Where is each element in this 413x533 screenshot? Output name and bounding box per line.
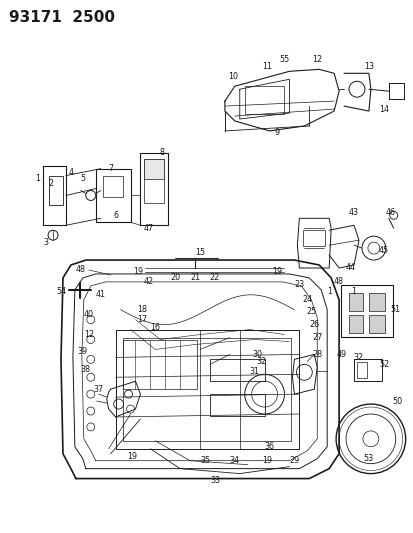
Text: 19: 19 [262,456,272,465]
Text: 34: 34 [229,456,239,465]
Bar [144,159,164,179]
Text: 47: 47 [143,224,153,233]
Text: 46: 46 [385,208,395,217]
Text: 23: 23 [294,280,304,289]
Text: 15: 15 [195,248,204,256]
Text: 22: 22 [209,273,220,282]
Bar [356,362,366,378]
Text: 10: 10 [227,72,237,81]
Bar [303,230,325,246]
Text: 24: 24 [301,295,312,304]
Bar [209,359,264,381]
Text: 93171  2500: 93171 2500 [9,10,115,25]
Text: 16: 16 [150,323,160,332]
Text: 51: 51 [390,305,400,314]
Text: 32: 32 [256,357,266,366]
Text: 32: 32 [353,353,363,362]
Text: 13: 13 [363,62,373,71]
Text: 6: 6 [113,211,118,220]
Text: 27: 27 [311,333,322,342]
Text: 25: 25 [306,307,316,316]
Text: 1: 1 [36,174,40,183]
Bar [49,175,63,205]
Text: 55: 55 [279,55,289,64]
Text: 31: 31 [249,367,259,376]
Text: 8: 8 [159,148,164,157]
Text: 1: 1 [351,287,356,296]
Text: 29: 29 [289,456,299,465]
Bar [348,314,362,333]
Text: 42: 42 [143,277,153,286]
Text: 4: 4 [68,168,73,177]
Bar [102,175,122,197]
Text: 11: 11 [262,62,272,71]
Text: 28: 28 [311,350,322,359]
Text: 9: 9 [274,128,280,138]
Text: 49: 49 [336,350,347,359]
Bar [122,337,291,441]
Text: 36: 36 [264,442,274,451]
Bar [122,340,197,389]
Bar [144,159,164,204]
Bar [209,394,264,416]
Text: 7: 7 [108,164,113,173]
Text: 21: 21 [190,273,199,282]
Text: 19: 19 [272,268,282,277]
Bar [340,285,392,336]
Text: 1: 1 [326,287,331,296]
Text: 40: 40 [83,310,94,319]
Bar [368,314,384,333]
Text: 12: 12 [83,330,94,339]
Text: 12: 12 [311,55,322,64]
Text: 45: 45 [378,246,388,255]
Text: 50: 50 [392,397,402,406]
Text: 37: 37 [93,385,104,394]
Text: 33: 33 [209,476,219,485]
Bar [244,86,284,114]
Text: 41: 41 [95,290,105,300]
Text: 44: 44 [345,263,355,272]
Bar [353,359,381,381]
Text: 17: 17 [137,315,147,324]
Text: 52: 52 [379,360,389,369]
Text: 39: 39 [78,347,88,356]
Text: 38: 38 [81,365,90,374]
Text: 19: 19 [127,452,137,461]
Text: 20: 20 [170,273,180,282]
Text: 2: 2 [48,179,54,188]
Bar [348,293,362,311]
Text: 5: 5 [80,174,85,183]
Bar [115,329,299,449]
Bar [368,293,384,311]
Text: 18: 18 [137,305,147,314]
Text: 14: 14 [378,104,388,114]
Text: 43: 43 [348,208,358,217]
Text: 30: 30 [252,350,262,359]
Text: 53: 53 [363,454,373,463]
Text: 26: 26 [309,320,318,329]
Text: 3: 3 [43,238,48,247]
Text: 19: 19 [133,268,143,277]
Text: 35: 35 [199,456,209,465]
Text: 48: 48 [76,265,85,274]
Text: 54: 54 [56,287,66,296]
Text: 48: 48 [333,277,343,286]
